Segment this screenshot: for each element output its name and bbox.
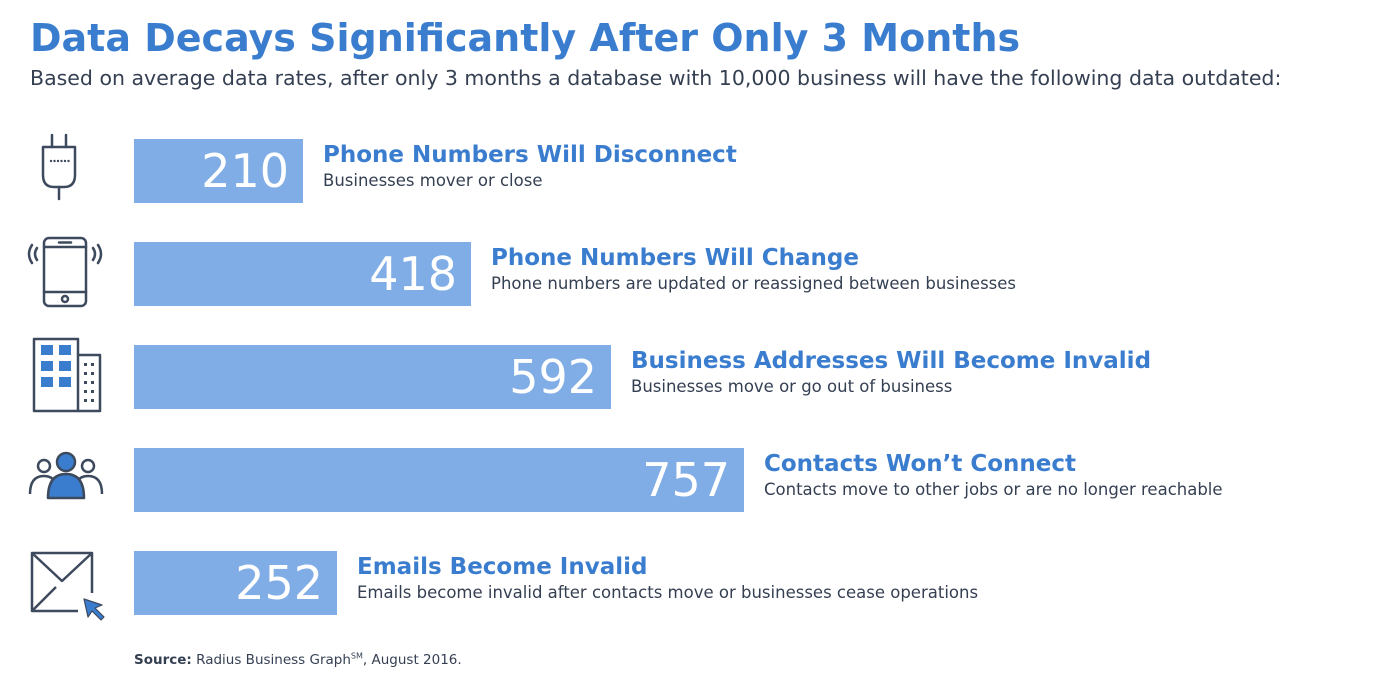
category-description: Businesses move or go out of business xyxy=(631,377,953,396)
chart-row: 252 Emails Become Invalid Emails become in… xyxy=(0,541,1394,621)
category-label: Phone Numbers Will Disconnect xyxy=(323,142,737,168)
category-description: Emails become invalid after contacts mov… xyxy=(357,583,979,602)
chart-row: 757 Contacts Won’t Connect Contacts move t… xyxy=(0,438,1394,518)
contacts-group-icon xyxy=(24,438,108,518)
envelope-cursor-icon xyxy=(24,541,108,621)
bar-label-block: Business Addresses Will Become Invalid Bu… xyxy=(631,346,1151,398)
bar: 592 xyxy=(134,345,611,409)
chart-title: Data Decays Significantly After Only 3 M… xyxy=(30,16,1021,60)
category-description: Phone numbers are updated or reassigned … xyxy=(491,274,1017,293)
chart-subtitle: Based on average data rates, after only … xyxy=(30,66,1282,90)
category-label: Business Addresses Will Become Invalid xyxy=(631,348,1152,374)
chart-row: 418 Phone Numbers Will Change Phone number… xyxy=(0,232,1394,312)
bar-label-block: Contacts Won’t Connect Contacts move to o… xyxy=(764,449,1223,501)
category-label: Phone Numbers Will Change xyxy=(491,245,859,271)
bar: 210 xyxy=(134,139,303,203)
office-building-icon xyxy=(24,335,108,415)
bar-value-label: 418 xyxy=(369,247,457,301)
category-description: Businesses mover or close xyxy=(323,171,543,190)
bar-label-block: Phone Numbers Will Change Phone numbers a… xyxy=(491,243,1016,295)
bar-value-label: 757 xyxy=(642,453,730,507)
category-description: Contacts move to other jobs or are no lo… xyxy=(764,480,1223,499)
source-label: Source: xyxy=(134,652,192,668)
category-label: Contacts Won’t Connect xyxy=(764,451,1077,477)
chart-row: 210 Phone Numbers Will Disconnect Business… xyxy=(0,129,1394,209)
source-note: Source: Radius Business GraphSM, August … xyxy=(134,650,462,670)
plug-icon xyxy=(24,129,108,209)
source-suffix: , August 2016. xyxy=(362,652,462,668)
bar-value-label: 210 xyxy=(201,144,289,198)
chart-row: 592 Business Addresses Will Become Invali… xyxy=(0,335,1394,415)
bar: 418 xyxy=(134,242,471,306)
source-superscript: SM xyxy=(350,651,363,661)
category-label: Emails Become Invalid xyxy=(357,554,648,580)
bar-value-label: 252 xyxy=(235,556,323,610)
bar-label-block: Emails Become Invalid Emails become inval… xyxy=(357,552,978,604)
bar-label-block: Phone Numbers Will Disconnect Businesses … xyxy=(323,140,737,192)
bar: 252 xyxy=(134,551,337,615)
mobile-phone-icon xyxy=(24,232,108,312)
source-text: Radius Business Graph xyxy=(196,652,351,668)
bar: 757 xyxy=(134,448,744,512)
bar-value-label: 592 xyxy=(509,350,597,404)
